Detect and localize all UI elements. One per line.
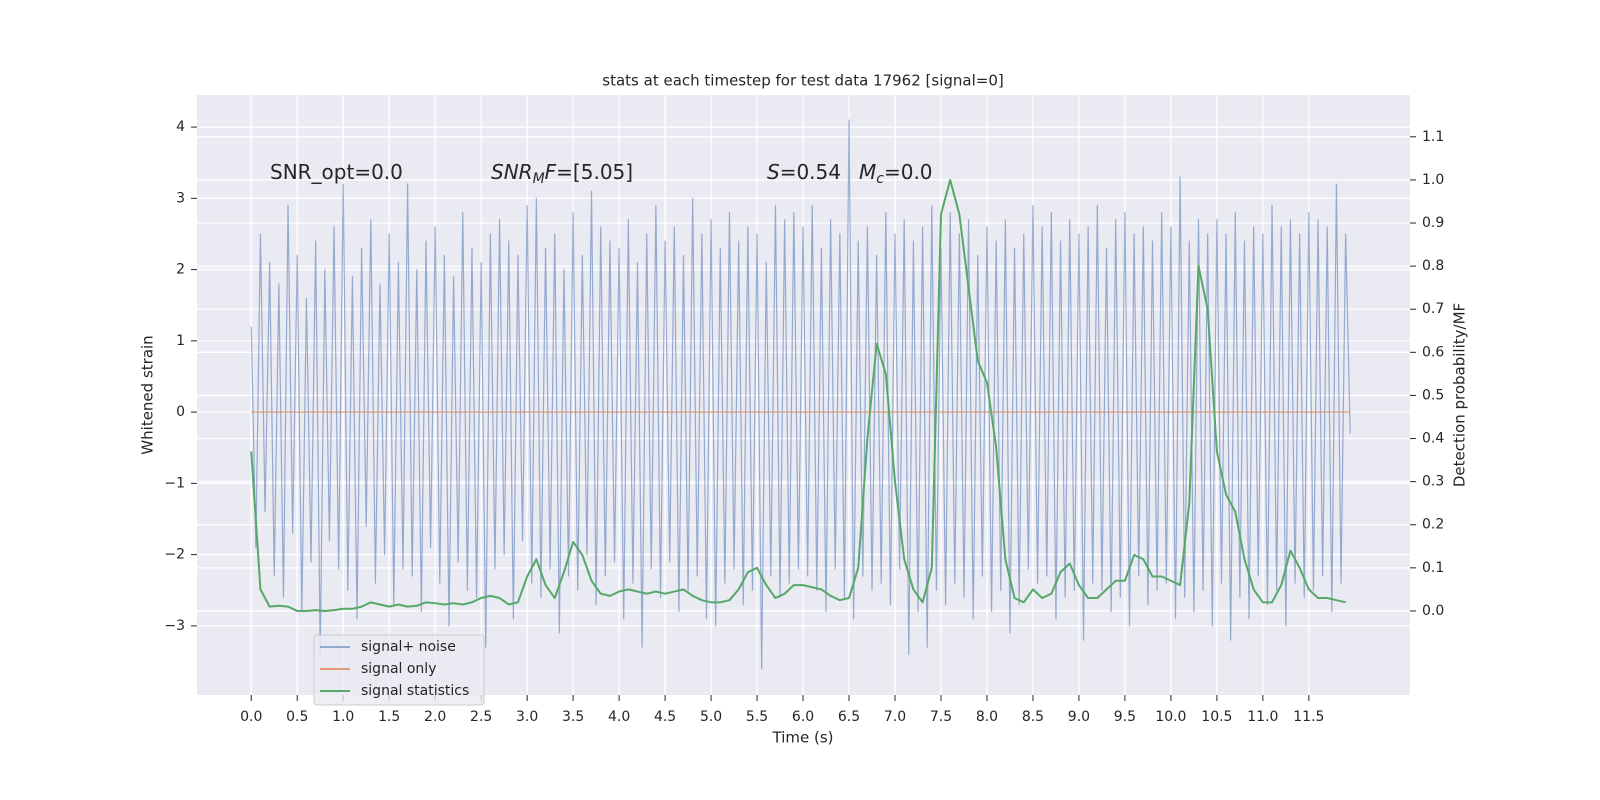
chart-title: stats at each timestep for test data 179…: [602, 72, 1003, 90]
x-tick-label: 0.5: [286, 709, 308, 725]
legend: signal+ noise signal only signal statistic…: [313, 634, 485, 706]
y2-tick-label: 1.1: [1422, 129, 1444, 145]
annotation-part: SNR_opt=0.0: [270, 160, 403, 184]
x-tick-label: 3.0: [516, 709, 538, 725]
x-tick-label: 1.5: [378, 709, 400, 725]
x-tick-label: 8.0: [976, 709, 998, 725]
x-tick-label: 4.0: [608, 709, 630, 725]
marks: [250, 119, 1351, 670]
y-tick-label: −1: [164, 475, 185, 491]
annotation-part: SNR: [491, 160, 533, 184]
y-tick-label: −2: [164, 547, 185, 563]
y2-tick-label: 0.4: [1422, 431, 1444, 447]
y2-tick-label: 1.0: [1422, 172, 1444, 188]
y2-tick-label: 0.2: [1422, 517, 1444, 533]
x-tick-label: 5.0: [700, 709, 722, 725]
x-tick-label: 3.5: [562, 709, 584, 725]
x-tick-label: 9.0: [1068, 709, 1090, 725]
annotation: SNRMF=[5.05]: [491, 160, 633, 188]
y2-tick-label: 0.7: [1422, 301, 1444, 317]
legend-label: signal only: [361, 661, 436, 677]
y2-tick-label: 0.1: [1422, 560, 1444, 576]
y2-tick-label: 0.5: [1422, 387, 1444, 403]
y-tick-label: 2: [176, 262, 185, 278]
y2-tick-label: 0.9: [1422, 215, 1444, 231]
annotation-part: =[5.05]: [556, 160, 633, 184]
annotation-part: S: [767, 160, 780, 184]
annotations: SNR_opt=0.0 SNRMF=[5.05] S=0.54 Mc=0.0: [270, 160, 933, 188]
y2-tick-label: 0.8: [1422, 258, 1444, 274]
series-line: [250, 119, 1351, 670]
legend-label: signal statistics: [361, 683, 469, 699]
annotation: SNR_opt=0.0: [270, 160, 403, 184]
x-tick-label: 11.5: [1293, 709, 1324, 725]
annotation-part: M: [533, 171, 545, 187]
y-axis-label: Whitened strain: [139, 335, 157, 454]
y2-tick-label: 0.6: [1422, 344, 1444, 360]
y2-axis-label: Detection probability/MF: [1451, 303, 1469, 487]
x-tick-label: 6.0: [792, 709, 814, 725]
x-tick-label: 5.5: [746, 709, 768, 725]
x-tick-label: 10.0: [1155, 709, 1186, 725]
x-tick-label: 4.5: [654, 709, 676, 725]
annotation: Mc=0.0: [859, 160, 933, 188]
series-line: [250, 178, 1346, 612]
annotation: S=0.54: [767, 160, 841, 184]
annotation-part: F: [545, 160, 557, 184]
y-tick-label: 4: [176, 119, 185, 135]
y-tick-label: 3: [176, 190, 185, 206]
x-tick-label: 11.0: [1247, 709, 1278, 725]
y-tick-label: 0: [176, 404, 185, 420]
x-tick-label: 6.5: [838, 709, 860, 725]
axes: 0.0 0.5 1.0 1.5 2.0 2.5 3.0 3.5 4.0 4.5 5.0 5.5 6.0 6…: [164, 119, 1444, 725]
annotation-part: =0.54: [780, 160, 841, 184]
x-tick-label: 2.5: [470, 709, 492, 725]
x-tick-label: 7.5: [930, 709, 952, 725]
x-tick-label: 7.0: [884, 709, 906, 725]
x-tick-label: 9.5: [1114, 709, 1136, 725]
legend-box: [313, 634, 485, 706]
annotation-part: M: [859, 160, 876, 184]
x-tick-label: 2.0: [424, 709, 446, 725]
annotation-part: c: [876, 171, 884, 187]
legend-label: signal+ noise: [361, 639, 456, 655]
x-axis-label: Time (s): [772, 729, 834, 747]
y-tick-label: −3: [164, 618, 185, 634]
x-tick-label: 0.0: [240, 709, 262, 725]
y-tick-label: 1: [176, 333, 185, 349]
y2-tick-label: 0.0: [1422, 603, 1444, 619]
annotation-part: =0.0: [884, 160, 933, 184]
x-tick-label: 8.5: [1022, 709, 1044, 725]
y2-tick-label: 0.3: [1422, 474, 1444, 490]
x-tick-label: 10.5: [1201, 709, 1232, 725]
x-tick-label: 1.0: [332, 709, 354, 725]
